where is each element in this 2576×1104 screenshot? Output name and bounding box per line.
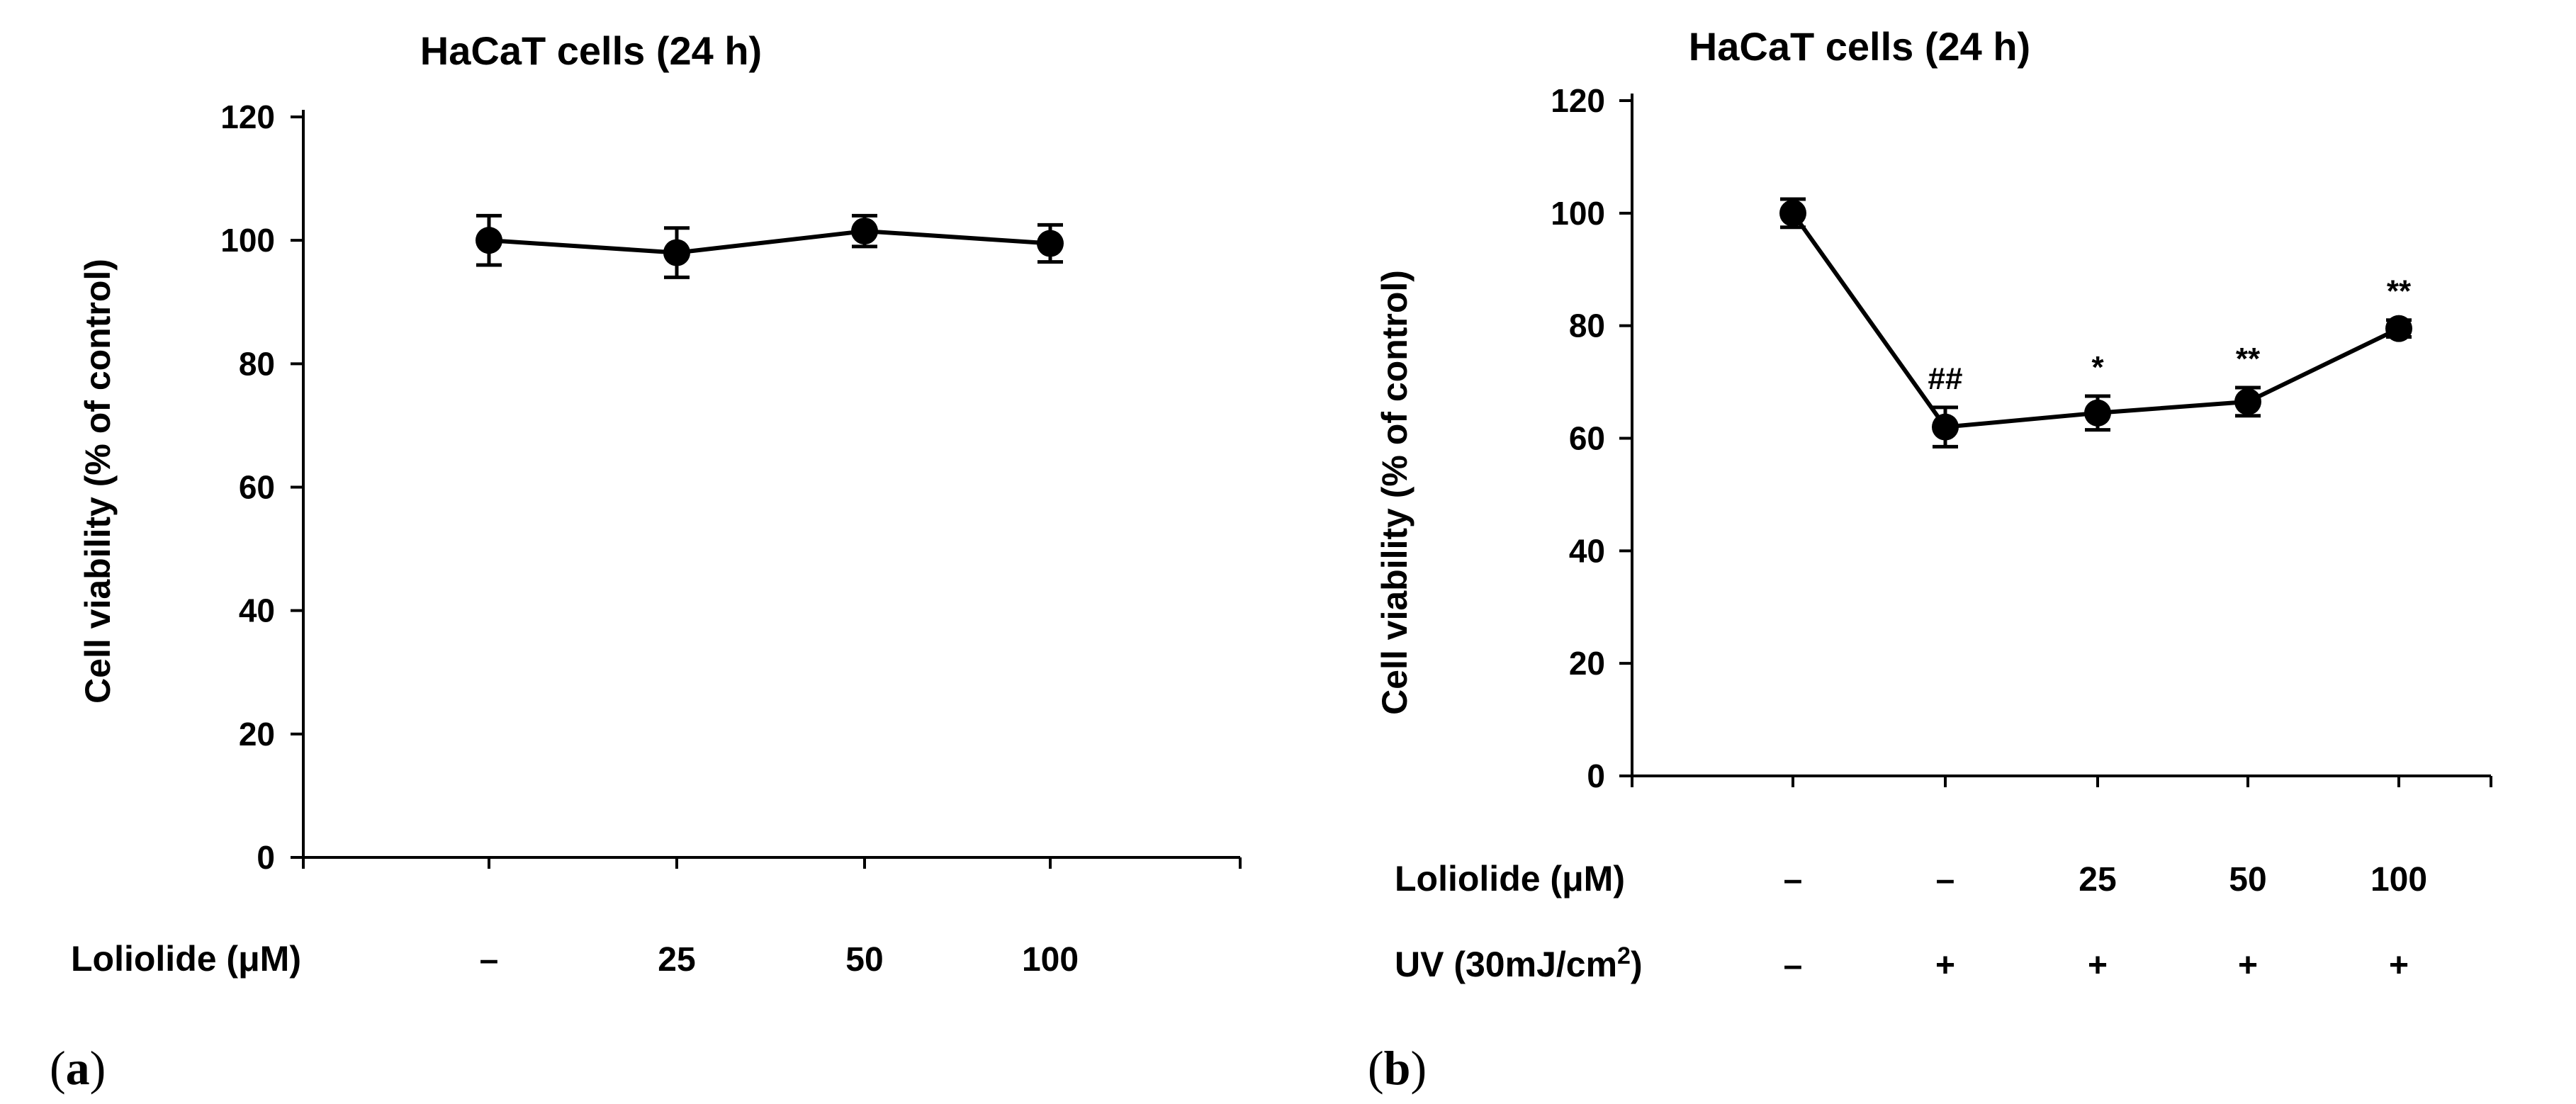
- panel-a-label: (a): [50, 1041, 106, 1095]
- panel-b-data-point: [2234, 388, 2261, 415]
- panel-b-condition-value: –: [1936, 861, 1955, 899]
- panel-b-y-tick-label: 40: [1569, 532, 1605, 569]
- panel-b-y-tick-label: 80: [1569, 308, 1605, 344]
- panel-a-data-point: [851, 218, 878, 245]
- panel-b-condition-value: +: [2088, 947, 2108, 984]
- panel-a-y-tick-label: 40: [239, 592, 275, 629]
- panel-b-significance-label: ##: [1928, 361, 1963, 396]
- panel-b-condition-value: –: [1784, 947, 1803, 984]
- panel-b-condition-value: +: [1935, 947, 1955, 984]
- panel-b-data-point: [1932, 413, 1959, 441]
- panel-a-y-tick-label: 100: [220, 222, 275, 259]
- panel-b-y-tick-label: 60: [1569, 420, 1605, 457]
- panel-a-condition-value: 100: [1022, 941, 1079, 979]
- panel-a-chart: HaCaT cells (24 h) Cell viability (% of …: [50, 28, 762, 1095]
- panel-b-data-point: [2084, 399, 2111, 427]
- panel-b-y-tick-label: 20: [1569, 645, 1605, 682]
- panel-a-loliolide-row-label: Loliolide (μM): [71, 939, 301, 979]
- panel-b-condition-value: 50: [2229, 861, 2266, 899]
- panel-a-y-tick-label: 120: [220, 98, 275, 135]
- panel-b-title: HaCaT cells (24 h): [1689, 24, 2030, 69]
- panel-b-y-tick-label: 100: [1551, 195, 1605, 232]
- panel-b-data-point: [1779, 199, 1806, 227]
- panel-b-label: (b): [1368, 1041, 1427, 1095]
- panel-b-significance-label: *: [2091, 350, 2104, 385]
- panel-b-chart: HaCaT cells (24 h) Cell viability (% of …: [1368, 24, 2030, 1095]
- panel-b-significance-label: **: [2387, 274, 2412, 309]
- panel-a-condition-value: 50: [845, 941, 883, 979]
- panel-a-data-point: [476, 227, 502, 254]
- panel-b-condition-value: +: [2238, 947, 2258, 984]
- panel-a-letter: a: [66, 1041, 90, 1095]
- panel-a-title: HaCaT cells (24 h): [420, 28, 762, 73]
- panel-b-condition-value: 100: [2370, 861, 2427, 899]
- panel-a-series-line: [488, 229, 1051, 255]
- panel-b-loliolide-row-label: Loliolide (μM): [1395, 859, 1625, 899]
- panel-b-uv-row-label: UV (30mJ/cm2): [1395, 942, 1643, 984]
- panel-b-condition-value: +: [2389, 947, 2409, 984]
- panel-b-letter: b: [1384, 1041, 1411, 1095]
- panel-b-uv-row-label-end: ): [1631, 945, 1643, 984]
- panel-b-uv-row-label-superscript: 2: [1617, 942, 1631, 969]
- panel-b-uv-row-label-start: UV (30mJ/cm: [1395, 945, 1617, 984]
- panel-a-data-point: [663, 239, 690, 266]
- panel-b-condition-value: –: [1784, 861, 1803, 899]
- panel-b-data-point: [2385, 315, 2412, 342]
- panel-a-condition-value: 25: [658, 941, 695, 979]
- panel-a-y-tick-label: 20: [239, 716, 275, 753]
- panel-b-y-tick-label: 0: [1587, 757, 1605, 794]
- panel-b-y-axis-label: Cell viability (% of control): [1375, 270, 1414, 715]
- panel-a-y-tick-label: 80: [239, 345, 275, 382]
- panel-a-y-tick-label: 0: [257, 839, 275, 876]
- panel-a-y-axis-label: Cell viability (% of control): [78, 259, 118, 704]
- panel-b-y-tick-label: 120: [1551, 82, 1605, 119]
- panel-b-condition-value: 25: [2079, 861, 2116, 899]
- panel-a-y-tick-label: 60: [239, 469, 275, 506]
- panel-a-condition-value: –: [480, 941, 499, 979]
- panel-a-data-point: [1037, 230, 1064, 257]
- panel-b-significance-label: **: [2236, 342, 2261, 376]
